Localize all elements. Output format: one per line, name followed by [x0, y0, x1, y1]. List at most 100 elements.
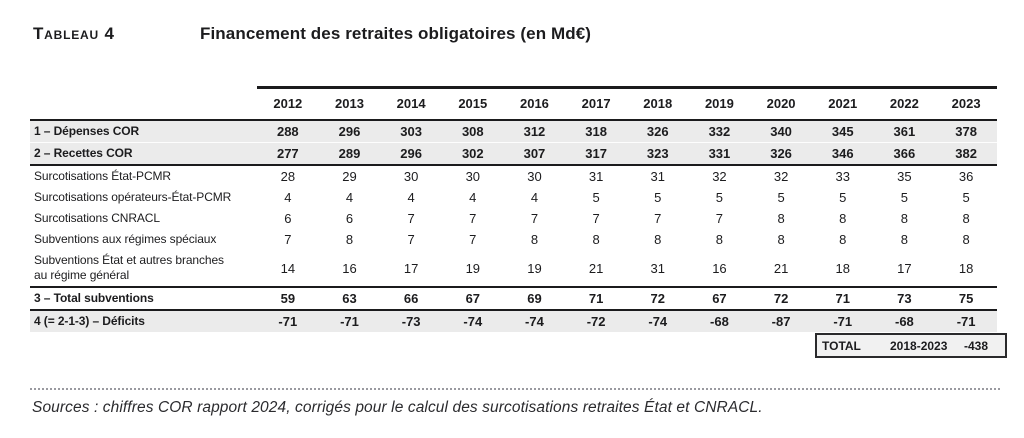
row-label: Surcotisations opérateurs-État-PCMR — [34, 190, 232, 204]
cell-value: -71 — [833, 314, 853, 329]
cell-value: 7 — [654, 211, 662, 226]
cell-value: 72 — [650, 291, 665, 306]
cell-value: 326 — [750, 142, 812, 166]
year-header: 2015 — [441, 86, 504, 120]
cell-value: 5 — [654, 190, 662, 205]
cell-value: 8 — [345, 232, 354, 247]
cell-value: 21 — [773, 260, 789, 276]
cell-value: -74 — [648, 314, 668, 329]
cell-value: 7 — [715, 211, 724, 226]
cell-value: 18 — [835, 260, 850, 276]
cell-value: 8 — [530, 232, 539, 247]
year-header: 2017 — [565, 86, 627, 120]
cell-value: 296 — [318, 120, 381, 143]
row-label: 3 – Total subventions — [34, 291, 154, 305]
cell-value: 8 — [900, 232, 908, 247]
year-header: 2021 — [811, 86, 874, 120]
cell-value: 346 — [811, 142, 874, 166]
total-box: TOTAL 2018-2023 -438 — [815, 333, 1007, 358]
cell-value: 8 — [715, 232, 724, 247]
table-number-label: Tableau 4 — [33, 24, 115, 43]
cell-value: -72 — [586, 314, 606, 329]
dotted-separator — [30, 388, 1000, 390]
cell-value: -71 — [956, 314, 976, 329]
year-header: 2013 — [318, 86, 381, 120]
table-row: 1 – Dépenses COR 288 296 303 308 312 318 326 332… — [30, 120, 997, 143]
row-label: 2 – Recettes COR — [30, 142, 257, 166]
cell-value: 6 — [284, 211, 292, 226]
cell-value: 8 — [592, 232, 600, 247]
cell-value: -68 — [894, 314, 914, 329]
cell-value: 8 — [839, 232, 847, 247]
total-box-label: TOTAL — [822, 338, 861, 353]
cell-value: 312 — [503, 120, 566, 143]
cell-value: -73 — [401, 314, 421, 329]
document-header: Tableau 4 Financement des retraites obli… — [33, 24, 591, 44]
row-label: 4 (= 2-1-3) – Déficits — [34, 314, 145, 328]
cell-value: 30 — [465, 169, 481, 184]
cell-value: 7 — [407, 211, 415, 226]
cell-value: 16 — [342, 260, 357, 276]
cell-value: 29 — [342, 169, 357, 184]
cell-value: -68 — [710, 314, 729, 329]
cell-value: 8 — [777, 211, 785, 226]
cell-value: 31 — [588, 169, 604, 184]
cell-value: 17 — [403, 260, 419, 276]
cell-value: 8 — [777, 232, 785, 247]
cell-value: 17 — [897, 260, 912, 276]
cell-value: 366 — [873, 142, 936, 166]
row-label: Subventions État et autres branches au r… — [34, 253, 224, 282]
cell-value: 16 — [712, 260, 727, 276]
cell-value: 32 — [773, 169, 789, 184]
page-title: Financement des retraites obligatoires (… — [200, 24, 592, 43]
table-header-row: 2012 2013 2014 2015 2016 2017 2018 2019 2020 2021… — [30, 86, 997, 120]
cell-value: 7 — [284, 232, 292, 247]
year-header: 2012 — [257, 86, 319, 120]
cell-value: 28 — [280, 169, 296, 184]
cell-value: 63 — [342, 291, 357, 306]
table-row: Surcotisations opérateurs-État-PCMR 4 4 4 4 4… — [30, 187, 997, 208]
cell-value: 7 — [469, 211, 477, 226]
cell-value: 73 — [897, 291, 912, 306]
cell-value: 5 — [777, 190, 785, 205]
cell-value: 288 — [257, 120, 319, 143]
table-row: Surcotisations État-PCMR 28 29 30 30 30 31 31 32… — [30, 165, 997, 187]
cell-value: 308 — [441, 120, 504, 143]
cell-value: 361 — [873, 120, 936, 143]
cell-value: 72 — [773, 291, 789, 306]
cell-value: 303 — [380, 120, 442, 143]
cell-value: 7 — [407, 232, 415, 247]
cell-value: 317 — [565, 142, 627, 166]
cell-value: 7 — [469, 232, 477, 247]
row-label: Subventions aux régimes spéciaux — [34, 232, 217, 246]
cell-value: -74 — [525, 314, 544, 329]
cell-value: 326 — [626, 120, 689, 143]
total-box-value: -438 — [964, 338, 989, 353]
cell-value: 14 — [280, 260, 296, 276]
cell-value: 318 — [565, 120, 627, 143]
cell-value: 289 — [318, 142, 381, 166]
cell-value: 75 — [958, 291, 974, 306]
row-label: Surcotisations CNRACL — [34, 211, 160, 225]
table-row: Surcotisations CNRACL 6 6 7 7 7 7 7 7 8 8 8 8 — [30, 208, 997, 229]
table-row: Subventions aux régimes spéciaux 7 8 7 7 8 8 8 8… — [30, 229, 997, 250]
cell-value: 8 — [839, 211, 847, 226]
year-header: 2014 — [380, 86, 442, 120]
cell-value: 4 — [530, 190, 539, 205]
cell-value: 67 — [712, 291, 727, 306]
cell-value: 8 — [962, 232, 970, 247]
year-header: 2022 — [873, 86, 936, 120]
total-box-period: 2018-2023 — [890, 338, 948, 353]
cell-value: 7 — [592, 211, 600, 226]
cell-value: 4 — [345, 190, 354, 205]
year-header: 2018 — [626, 86, 689, 120]
cell-value: 302 — [441, 142, 504, 166]
cell-value: 382 — [935, 142, 997, 166]
cell-value: 4 — [469, 190, 477, 205]
row-label: Surcotisations État-PCMR — [34, 169, 171, 183]
cell-value: 378 — [935, 120, 997, 143]
cell-value: 5 — [839, 190, 847, 205]
year-header: 2016 — [503, 86, 566, 120]
cell-value: 307 — [503, 142, 566, 166]
cell-value: 30 — [527, 169, 542, 184]
